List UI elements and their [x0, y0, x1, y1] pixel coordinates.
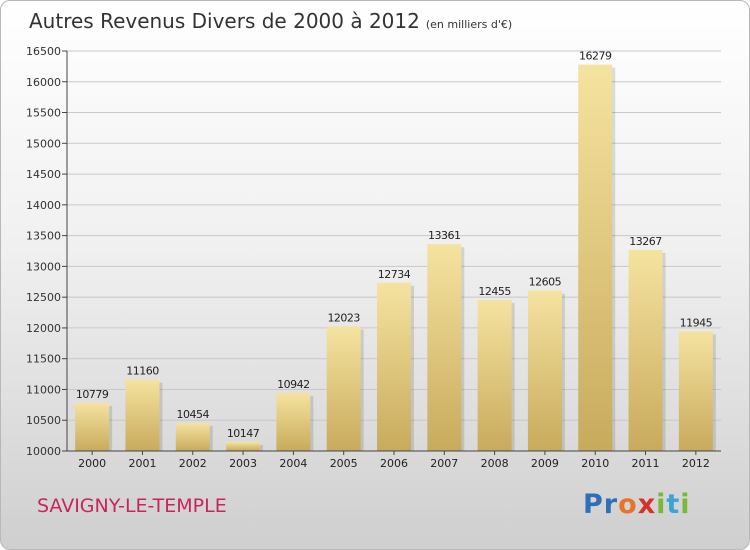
bar-value-label: 13267	[629, 235, 662, 248]
chart-title: Autres Revenus Divers de 2000 à 2012 (en …	[29, 9, 513, 33]
proxiti-logo: Proxiti	[583, 489, 691, 520]
bar	[326, 326, 361, 451]
y-tick-label: 11000	[26, 383, 61, 396]
x-tick-label: 2010	[581, 457, 609, 470]
bar-value-label: 11945	[680, 316, 713, 329]
logo-letter: x	[637, 489, 657, 520]
y-tick-label: 10000	[26, 445, 61, 458]
bar-value-label: 10454	[177, 408, 210, 421]
logo-letter: i	[656, 489, 667, 520]
y-tick-label: 13000	[26, 260, 61, 273]
bar	[125, 379, 160, 451]
bar	[175, 423, 210, 451]
x-tick-label: 2004	[279, 457, 307, 470]
y-tick-label: 15500	[26, 107, 61, 120]
bar	[578, 64, 613, 451]
bar-value-label: 12605	[529, 276, 562, 289]
bar	[678, 331, 713, 451]
city-name: SAVIGNY-LE-TEMPLE	[37, 495, 227, 517]
x-tick-label: 2003	[229, 457, 257, 470]
y-tick-label: 10500	[26, 414, 61, 427]
logo-letter: o	[618, 489, 638, 520]
bar-value-label: 10147	[227, 427, 260, 440]
x-tick-label: 2011	[632, 457, 660, 470]
bar	[427, 244, 462, 451]
bar-value-label: 10779	[76, 388, 109, 401]
bar-value-label: 12734	[378, 268, 411, 281]
bar	[628, 249, 663, 451]
bar-value-label: 10942	[277, 378, 310, 391]
y-tick-label: 14000	[26, 199, 61, 212]
bar	[75, 403, 110, 451]
bar	[226, 441, 261, 451]
bar	[477, 299, 512, 451]
y-tick-label: 13500	[26, 230, 61, 243]
bar-value-label: 12023	[327, 312, 360, 325]
x-tick-label: 2005	[330, 457, 358, 470]
bar	[276, 393, 311, 451]
y-tick-label: 11500	[26, 353, 61, 366]
bar	[527, 290, 562, 451]
y-tick-label: 14500	[26, 168, 61, 181]
logo-letter: P	[583, 489, 604, 520]
x-tick-label: 2008	[481, 457, 509, 470]
y-tick-label: 12500	[26, 291, 61, 304]
y-tick-label: 16500	[26, 45, 61, 58]
x-tick-label: 2012	[682, 457, 710, 470]
x-tick-label: 2000	[78, 457, 106, 470]
bar-value-label: 12455	[478, 285, 511, 298]
x-tick-label: 2009	[531, 457, 559, 470]
chart-subtitle: (en milliers d'€)	[425, 18, 513, 31]
logo-letter: i	[680, 489, 691, 520]
y-tick-label: 12000	[26, 322, 61, 335]
bar-value-label: 13361	[428, 229, 461, 242]
y-tick-label: 16000	[26, 76, 61, 89]
bar	[377, 282, 411, 451]
logo-letter: r	[603, 489, 619, 520]
x-tick-label: 2002	[179, 457, 207, 470]
bar-value-label: 11160	[126, 365, 159, 378]
x-tick-label: 2006	[380, 457, 408, 470]
bar-value-label: 16279	[579, 50, 612, 63]
x-tick-label: 2001	[128, 457, 156, 470]
y-tick-label: 15000	[26, 137, 61, 150]
logo-letter: t	[666, 489, 681, 520]
x-tick-label: 2007	[430, 457, 458, 470]
